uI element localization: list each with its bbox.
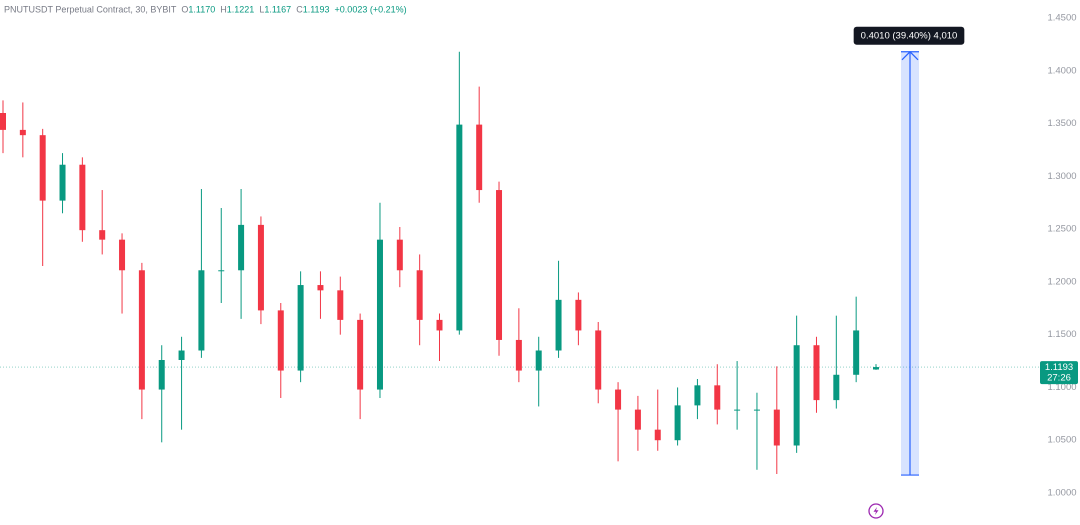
ohlc-key: O: [181, 4, 188, 14]
candle-body: [595, 330, 602, 390]
candle-body: [634, 409, 641, 430]
candle-body: [59, 164, 66, 201]
y-tick-label: 1.4000: [1047, 65, 1076, 76]
candle-body: [158, 360, 165, 390]
last-price-label: 1.1193: [1045, 362, 1073, 373]
candle-body: [515, 339, 522, 371]
countdown: 27:26: [1047, 373, 1071, 384]
candle-body: [793, 345, 800, 446]
candle-body: [615, 389, 622, 410]
candle-body: [99, 230, 106, 240]
candle-body: [0, 113, 6, 130]
candle-body: [833, 374, 840, 401]
lightning-icon[interactable]: [868, 503, 884, 519]
ohlc-value: 1.1221: [227, 4, 255, 14]
candle-body: [575, 299, 582, 331]
candle-body: [257, 224, 264, 311]
candle-body: [198, 270, 205, 351]
measure-arrow: [901, 50, 919, 61]
y-tick-label: 1.3000: [1047, 171, 1076, 182]
candle-body: [853, 330, 860, 375]
candle-body: [178, 350, 185, 360]
y-tick-label: 1.1500: [1047, 329, 1076, 340]
candle-body: [297, 285, 304, 371]
candle-body: [496, 190, 503, 340]
ohlc-key: C: [296, 4, 303, 14]
candle-body: [753, 409, 760, 411]
candle-body: [396, 239, 403, 271]
candle-body: [694, 385, 701, 406]
candle-body: [119, 239, 126, 271]
candle-body: [39, 135, 46, 201]
candle-body: [773, 409, 780, 446]
candle-body: [19, 129, 26, 136]
candle-body: [555, 299, 562, 351]
candle-body: [218, 270, 225, 272]
price-change: +0.0023 (+0.21%): [335, 4, 407, 14]
ohlc-value: 1.1193: [303, 4, 330, 14]
candle-body: [873, 367, 879, 370]
candle-body: [277, 310, 284, 371]
candle-body: [79, 164, 86, 231]
candle-body: [138, 270, 145, 390]
candle-body: [734, 409, 741, 411]
y-tick-label: 1.4500: [1047, 13, 1076, 24]
ohlc-key: L: [259, 4, 264, 14]
ohlc-value: 1.1170: [188, 4, 215, 14]
chart-title: PNUTUSDT Perpetual Contract, 30, BYBIT: [4, 4, 177, 14]
candle-body: [714, 385, 721, 410]
y-tick-label: 1.2500: [1047, 224, 1076, 235]
candle-body: [654, 429, 661, 441]
ohlc-key: H: [220, 4, 227, 14]
candle-body: [416, 270, 423, 320]
candle-body: [813, 345, 820, 401]
y-tick-label: 1.1000: [1047, 382, 1076, 393]
candle-body: [436, 319, 443, 331]
candle-body: [456, 124, 463, 331]
candle-body: [337, 290, 344, 320]
ohlc-value: 1.1167: [264, 4, 291, 14]
candle-body: [238, 224, 245, 271]
candle-body: [357, 319, 364, 390]
candle-body: [376, 239, 383, 390]
y-tick-label: 1.3500: [1047, 118, 1076, 129]
measure-label-box: [853, 26, 965, 45]
y-tick-label: 1.0500: [1047, 435, 1076, 446]
y-tick-label: 1.2000: [1047, 276, 1076, 287]
y-tick-label: 1.0000: [1047, 488, 1076, 499]
candle-body: [535, 350, 542, 371]
measure-label: 0.4010 (39.40%) 4,010: [861, 30, 958, 41]
candle-body: [317, 285, 324, 291]
candle-body: [476, 124, 483, 191]
last-price-tag: [1040, 361, 1078, 385]
candle-body: [674, 405, 681, 441]
